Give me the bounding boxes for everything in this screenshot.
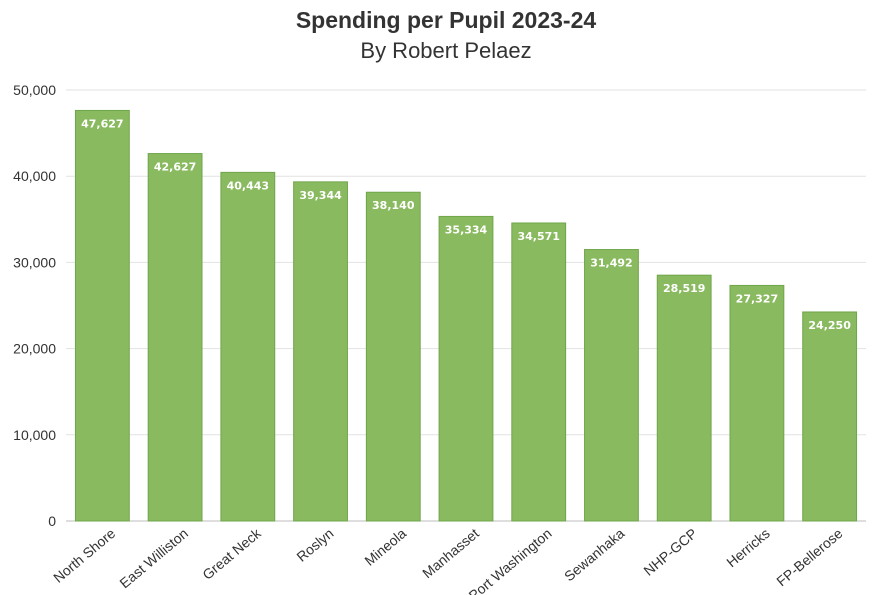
y-tick-label: 20,000: [13, 341, 56, 357]
bar: [220, 171, 276, 522]
bar: [729, 284, 785, 522]
bar: [293, 181, 348, 522]
bar: [74, 109, 130, 522]
bar: [511, 222, 567, 522]
x-tick-label: Great Neck: [199, 524, 264, 582]
x-tick-label: Herricks: [723, 525, 773, 570]
data-label: 39,344: [299, 189, 342, 202]
y-tick-label: 40,000: [13, 168, 56, 184]
bar: [365, 191, 421, 522]
data-label: 40,443: [227, 179, 269, 192]
chart-title: Spending per Pupil 2023-24: [296, 7, 597, 33]
data-labels: 47,627 42,627 40,443 39,344 38,140 35,334 34,5…: [81, 117, 851, 332]
data-label: 34,571: [518, 230, 560, 243]
data-label: 24,250: [808, 319, 851, 332]
bar: [656, 274, 712, 522]
x-tick-label: East Williston: [116, 525, 191, 591]
data-label: 28,519: [663, 282, 705, 295]
bar: [147, 153, 203, 522]
x-tick-label: Roslyn: [293, 525, 336, 565]
x-tick-label: NHP-GCP: [640, 525, 700, 579]
data-label: 27,327: [736, 292, 778, 305]
y-tick-label: 0: [48, 513, 56, 529]
y-axis: 0 10,000 20,000 30,000 40,000 50,000: [13, 82, 56, 529]
y-tick-label: 50,000: [13, 82, 56, 98]
bar: [438, 215, 494, 522]
data-label: 31,492: [590, 257, 632, 270]
x-tick-label: FP-Bellerose: [773, 525, 845, 589]
data-label: 35,334: [445, 223, 488, 236]
y-tick-label: 30,000: [13, 254, 56, 270]
bar: [584, 249, 639, 522]
x-tick-label: North Shore: [50, 525, 118, 586]
data-label: 47,627: [81, 117, 123, 130]
data-label: 38,140: [372, 199, 415, 212]
x-tick-label: Sewanhaka: [561, 525, 627, 584]
bar: [802, 311, 858, 522]
data-label: 42,627: [154, 161, 196, 174]
y-tick-label: 10,000: [13, 427, 56, 443]
bars: [74, 109, 858, 522]
chart-subtitle: By Robert Pelaez: [360, 38, 531, 63]
x-tick-label: Mineola: [361, 525, 409, 569]
x-tick-label: Manhasset: [419, 525, 482, 581]
